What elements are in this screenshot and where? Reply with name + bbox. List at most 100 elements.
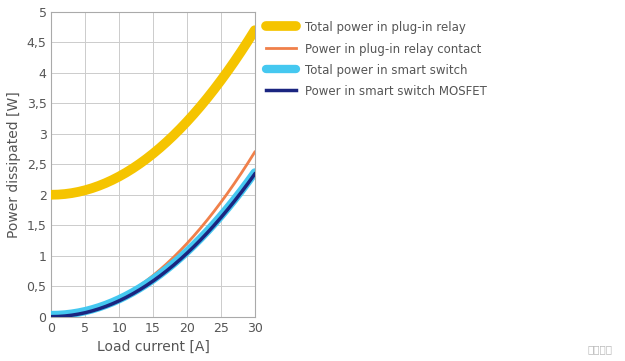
Power in plug-in relay contact — [129, 288, 136, 292]
Legend: Total power in plug-in relay, Power in plug-in relay contact, Total power in sma: Total power in plug-in relay, Power in p… — [262, 18, 491, 102]
Power in plug-in relay contact — [244, 161, 252, 165]
Power in smart switch MOSFET — [54, 314, 62, 319]
Power in plug-in relay contact — [176, 248, 184, 253]
Power in plug-in relay contact — [116, 296, 123, 300]
Total power in plug-in relay — [217, 78, 224, 83]
Total power in plug-in relay — [75, 190, 82, 194]
Power in plug-in relay contact — [183, 242, 191, 246]
Total power in smart switch — [48, 313, 55, 317]
Power in smart switch MOSFET — [68, 313, 76, 317]
Power in smart switch MOSFET — [129, 292, 136, 296]
Power in smart switch MOSFET — [224, 207, 231, 212]
Power in plug-in relay contact — [149, 273, 157, 278]
Line: Total power in smart switch: Total power in smart switch — [51, 173, 255, 315]
Total power in smart switch — [95, 305, 102, 309]
Total power in plug-in relay — [238, 49, 245, 53]
Total power in plug-in relay — [122, 170, 129, 175]
Power in smart switch MOSFET — [61, 314, 69, 318]
Power in plug-in relay contact — [122, 292, 129, 297]
Total power in smart switch — [244, 180, 252, 184]
Power in plug-in relay contact — [95, 305, 102, 310]
Power in plug-in relay contact — [224, 191, 231, 195]
Power in smart switch MOSFET — [231, 199, 238, 203]
Power in plug-in relay contact — [136, 284, 143, 288]
Power in smart switch MOSFET — [75, 312, 82, 316]
Total power in smart switch — [163, 267, 171, 271]
Total power in plug-in relay — [95, 184, 102, 188]
Power in plug-in relay contact — [48, 314, 55, 319]
Total power in plug-in relay — [211, 87, 218, 92]
Power in plug-in relay contact — [75, 312, 82, 316]
Power in plug-in relay contact — [204, 218, 211, 222]
Total power in plug-in relay — [88, 186, 96, 190]
Text: 九章智驾: 九章智驾 — [588, 344, 612, 354]
Total power in plug-in relay — [54, 192, 62, 197]
Total power in smart switch — [116, 297, 123, 301]
Power in smart switch MOSFET — [176, 257, 184, 262]
Total power in plug-in relay — [156, 146, 164, 150]
Total power in smart switch — [224, 206, 231, 210]
Power in plug-in relay contact — [251, 150, 259, 154]
Total power in smart switch — [109, 300, 116, 304]
Total power in plug-in relay — [163, 140, 171, 144]
Power in smart switch MOSFET — [88, 309, 96, 313]
Power in plug-in relay contact — [54, 314, 62, 319]
Total power in plug-in relay — [197, 104, 204, 108]
Total power in plug-in relay — [224, 69, 231, 73]
Total power in smart switch — [54, 313, 62, 317]
Power in smart switch MOSFET — [244, 181, 252, 186]
Line: Total power in plug-in relay: Total power in plug-in relay — [51, 30, 255, 195]
Power in plug-in relay contact — [156, 268, 164, 272]
Total power in smart switch — [136, 286, 143, 291]
Total power in smart switch — [81, 309, 89, 313]
Power in smart switch MOSFET — [211, 223, 218, 227]
Power in plug-in relay contact — [102, 303, 109, 307]
Total power in smart switch — [217, 214, 224, 218]
Power in plug-in relay contact — [61, 314, 69, 318]
Power in smart switch MOSFET — [95, 307, 102, 311]
Total power in smart switch — [61, 312, 69, 317]
Total power in plug-in relay — [48, 193, 55, 197]
Total power in plug-in relay — [204, 96, 211, 100]
Total power in smart switch — [149, 277, 157, 282]
Total power in smart switch — [129, 290, 136, 295]
Power in plug-in relay contact — [190, 234, 198, 238]
Total power in plug-in relay — [231, 59, 238, 64]
Total power in smart switch — [238, 189, 245, 193]
Power in smart switch MOSFET — [169, 263, 177, 268]
Y-axis label: Power dissipated [W]: Power dissipated [W] — [7, 91, 21, 238]
Power in plug-in relay contact — [217, 200, 224, 205]
Total power in plug-in relay — [129, 166, 136, 171]
Power in plug-in relay contact — [109, 300, 116, 304]
X-axis label: Load current [A]: Load current [A] — [97, 340, 209, 354]
Total power in smart switch — [102, 303, 109, 307]
Total power in plug-in relay — [169, 133, 177, 138]
Total power in plug-in relay — [136, 162, 143, 166]
Total power in smart switch — [75, 310, 82, 315]
Total power in plug-in relay — [61, 192, 69, 196]
Power in plug-in relay contact — [231, 181, 238, 186]
Total power in plug-in relay — [109, 178, 116, 182]
Total power in plug-in relay — [176, 127, 184, 131]
Power in plug-in relay contact — [142, 279, 150, 283]
Power in smart switch MOSFET — [190, 245, 198, 249]
Total power in plug-in relay — [149, 152, 157, 156]
Power in plug-in relay contact — [81, 310, 89, 314]
Power in smart switch MOSFET — [197, 238, 204, 242]
Total power in smart switch — [251, 170, 259, 175]
Total power in plug-in relay — [251, 28, 259, 32]
Total power in smart switch — [231, 197, 238, 202]
Total power in smart switch — [204, 229, 211, 234]
Total power in smart switch — [190, 243, 198, 247]
Power in smart switch MOSFET — [163, 269, 171, 273]
Total power in plug-in relay — [81, 188, 89, 192]
Power in smart switch MOSFET — [142, 283, 150, 288]
Total power in smart switch — [211, 222, 218, 226]
Power in smart switch MOSFET — [122, 295, 129, 300]
Power in smart switch MOSFET — [102, 304, 109, 309]
Total power in plug-in relay — [102, 181, 109, 185]
Line: Power in smart switch MOSFET: Power in smart switch MOSFET — [51, 174, 255, 317]
Total power in plug-in relay — [68, 191, 76, 195]
Power in smart switch MOSFET — [48, 314, 55, 319]
Power in smart switch MOSFET — [238, 190, 245, 195]
